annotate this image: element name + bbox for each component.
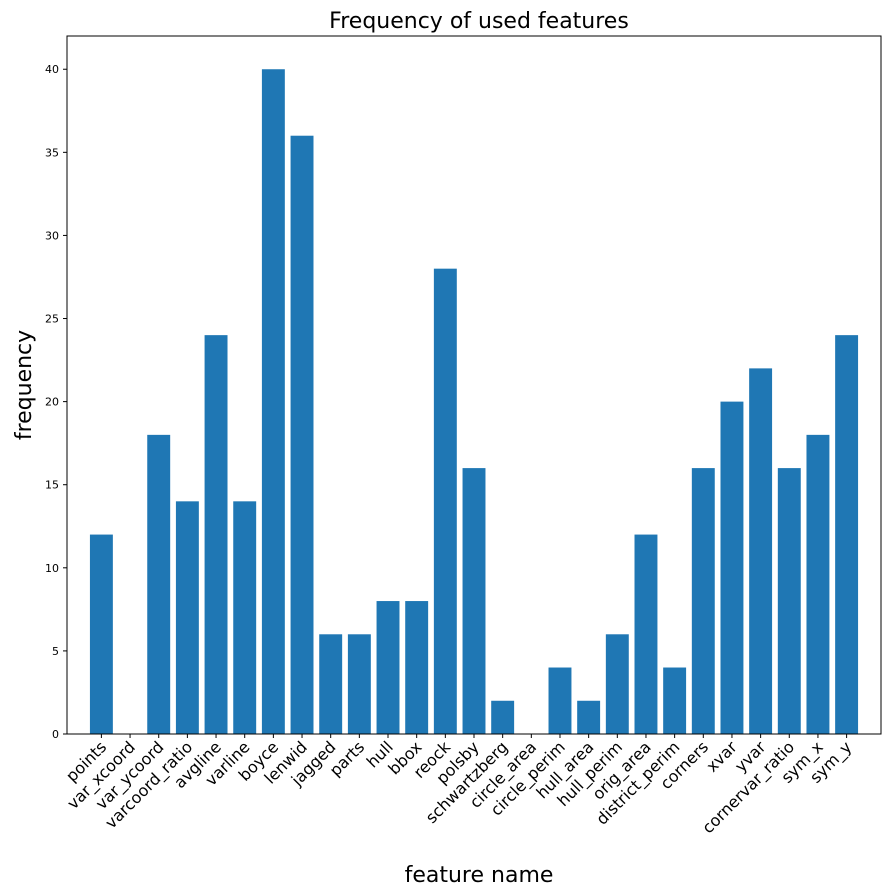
bar-boyce	[261, 69, 285, 735]
x-tick-label-xvar: xvar	[702, 737, 741, 776]
bar-parts	[347, 634, 371, 734]
y-tick-label: 30	[45, 229, 59, 242]
bar-hull_area	[577, 700, 601, 734]
bar-sym_x	[806, 434, 830, 734]
bar-points	[89, 534, 113, 734]
bar-avgline	[204, 335, 228, 734]
y-tick-label: 10	[45, 562, 59, 575]
bar-lenwid	[290, 135, 314, 734]
bar-varline	[233, 501, 257, 734]
chart-title: Frequency of used features	[329, 9, 629, 34]
bar-schwartzberg	[491, 700, 515, 734]
y-tick-label: 5	[52, 645, 59, 658]
y-tick-label: 40	[45, 63, 59, 76]
plot-frame	[66, 35, 882, 735]
bar-bbox	[405, 601, 429, 734]
bar-varcoord_ratio	[175, 501, 199, 734]
bar-cornervar_ratio	[777, 468, 801, 734]
bar-orig_area	[634, 534, 658, 734]
bar-hull	[376, 601, 400, 734]
bar-corners	[691, 468, 715, 734]
bar-polsby	[462, 468, 486, 734]
y-tick-label: 35	[45, 146, 59, 159]
y-tick-label: 25	[45, 313, 59, 326]
y-tick-label: 20	[45, 396, 59, 409]
bar-circle_perim	[548, 667, 572, 734]
bar-xvar	[720, 401, 744, 734]
x-axis-title: feature name	[405, 863, 554, 888]
x-axis: pointsvar_xcoordvar_ycoordvarcoord_ratio…	[62, 734, 856, 838]
bar-var_ycoord	[147, 434, 171, 734]
bar-district_perim	[663, 667, 687, 734]
y-tick-label: 15	[45, 479, 59, 492]
bar-sym_y	[835, 335, 859, 734]
y-axis-title: frequency	[12, 330, 37, 440]
y-tick-label: 0	[52, 728, 59, 741]
bar-jagged	[319, 634, 343, 734]
bar-yvar	[749, 368, 773, 734]
y-axis: 0 5 10 15 20 25 30 35 40	[45, 63, 67, 741]
bars-group	[89, 69, 859, 735]
bar-reock	[433, 268, 457, 734]
bar-hull_perim	[605, 634, 629, 734]
